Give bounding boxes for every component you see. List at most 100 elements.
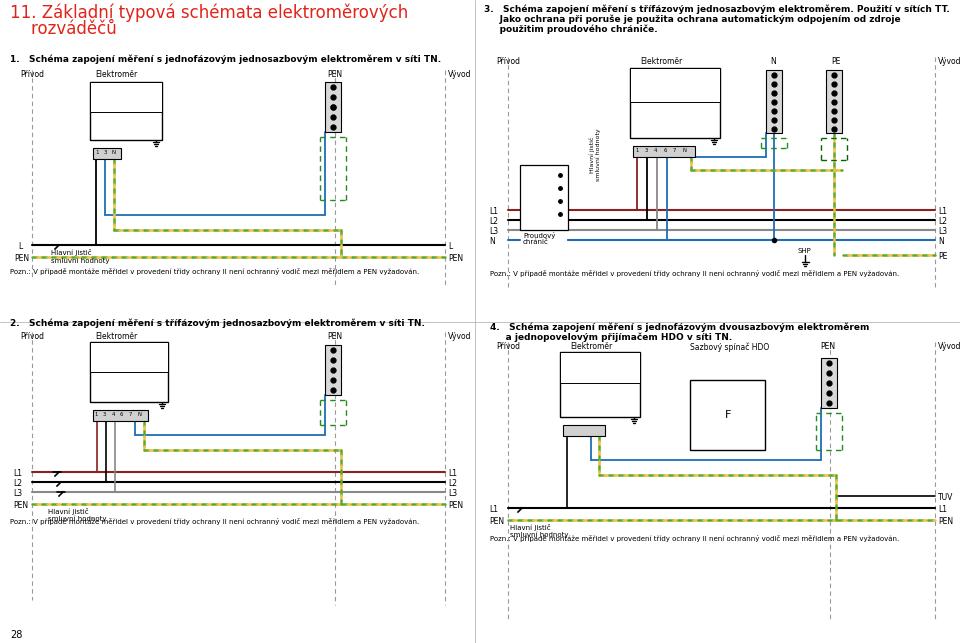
Text: PEN: PEN: [14, 254, 29, 263]
Text: PEN: PEN: [327, 70, 342, 79]
Bar: [90, 82, 162, 140]
Text: 3.   Schéma zapojení měření s třífázovým jednosazbovým elektroměrem. Použití v s: 3. Schéma zapojení měření s třífázovým j…: [484, 4, 949, 14]
Bar: [821, 358, 837, 408]
Text: L3: L3: [448, 489, 457, 498]
Text: 7: 7: [673, 147, 677, 152]
Text: PE: PE: [831, 57, 840, 66]
Bar: [90, 82, 162, 112]
Text: L: L: [18, 242, 22, 251]
Bar: [520, 165, 568, 230]
Text: Elektroměr: Elektroměr: [95, 332, 137, 341]
Text: N: N: [770, 57, 776, 66]
Text: PEN: PEN: [448, 501, 463, 510]
Text: L1: L1: [448, 469, 457, 478]
Bar: [633, 146, 695, 157]
Text: 6: 6: [663, 147, 667, 152]
Text: a jednopovelovým přijímačem HDO v síti TN.: a jednopovelovým přijímačem HDO v síti T…: [490, 332, 732, 341]
Text: 3: 3: [644, 147, 648, 152]
Text: L1: L1: [489, 505, 498, 514]
Text: SHP: SHP: [797, 248, 811, 254]
Text: L1: L1: [938, 207, 947, 216]
Text: L3: L3: [938, 227, 948, 236]
Bar: [325, 345, 341, 395]
Bar: [93, 148, 121, 159]
Bar: [90, 342, 168, 402]
Text: L: L: [448, 242, 452, 251]
Text: Pozn.: V případě montáže měřidel v provedení třídy ochrany II není ochranný vodi: Pozn.: V případě montáže měřidel v prove…: [10, 268, 420, 275]
Text: 4: 4: [111, 412, 115, 417]
Text: 2.   Schéma zapojení měření s třífázovým jednosazbovým elektroměrem v síti TN.: 2. Schéma zapojení měření s třífázovým j…: [10, 318, 425, 327]
Bar: [630, 68, 720, 138]
Text: TUV: TUV: [938, 493, 953, 502]
Text: Vývod: Vývod: [938, 57, 960, 66]
Text: PEN: PEN: [13, 501, 28, 510]
Text: 7: 7: [129, 412, 132, 417]
Text: N: N: [112, 150, 116, 154]
Text: L2: L2: [938, 217, 947, 226]
Text: L2: L2: [489, 217, 498, 226]
Text: Přívod: Přívod: [496, 57, 520, 66]
Text: PEN: PEN: [820, 342, 835, 351]
Bar: [90, 342, 168, 372]
Text: 28: 28: [10, 630, 22, 640]
Text: rozváděčů: rozváděčů: [10, 20, 117, 38]
Text: Sazbový spínač HDO: Sazbový spínač HDO: [690, 342, 769, 352]
Text: PEN: PEN: [489, 517, 504, 526]
Text: L2: L2: [13, 479, 22, 488]
Text: L1: L1: [938, 505, 947, 514]
Text: F: F: [725, 410, 731, 420]
Text: chránič: chránič: [523, 239, 549, 245]
Bar: [560, 352, 640, 383]
Text: N: N: [137, 412, 141, 417]
Text: 1.   Schéma zapojení měření s jednofázovým jednosazbovým elektroměrem v síti TN.: 1. Schéma zapojení měření s jednofázovým…: [10, 55, 442, 64]
Text: L1: L1: [13, 469, 22, 478]
Text: 3: 3: [104, 150, 107, 154]
Text: použitim proudového chrániče.: použitim proudového chrániče.: [484, 24, 658, 33]
Text: Pozn.: V případě montáže měřidel v provedení třídy ochrany II není ochranný vodi: Pozn.: V případě montáže měřidel v prove…: [10, 518, 420, 525]
Text: N: N: [938, 237, 944, 246]
Bar: [325, 82, 341, 132]
Text: PE: PE: [938, 252, 948, 261]
Text: 4: 4: [654, 147, 658, 152]
Text: Přívod: Přívod: [20, 70, 44, 79]
Text: Hlavní jistič
smluvní hodnoty: Hlavní jistič smluvní hodnoty: [589, 129, 601, 181]
Text: 6: 6: [120, 412, 124, 417]
Bar: [766, 70, 782, 133]
Text: Přívod: Přívod: [20, 332, 44, 341]
Bar: [93, 410, 148, 421]
Text: PEN: PEN: [327, 332, 342, 341]
Text: Hlavní jistič: Hlavní jistič: [48, 508, 88, 515]
Text: Vývod: Vývod: [938, 342, 960, 351]
Text: 1: 1: [94, 412, 98, 417]
Bar: [826, 70, 842, 133]
Text: N: N: [489, 237, 494, 246]
Text: smluvní hodnoty: smluvní hodnoty: [48, 516, 107, 523]
Bar: [630, 68, 720, 102]
Text: Proudový: Proudový: [523, 232, 556, 239]
Text: smluvní hodnoty: smluvní hodnoty: [51, 257, 109, 264]
Text: Hlavní jistič: Hlavní jistič: [510, 524, 551, 531]
Bar: [690, 380, 765, 450]
Text: Jako ochrana při poruše je použita ochrana automatickým odpojením od zdroje: Jako ochrana při poruše je použita ochra…: [484, 14, 900, 24]
Text: 11. Základní typová schémata elektroměrových: 11. Základní typová schémata elektroměro…: [10, 4, 408, 23]
Text: 1: 1: [95, 150, 99, 154]
Text: N: N: [683, 147, 686, 152]
Text: 4.   Schéma zapojení měření s jednofázovým dvousazbovým elektroměrem: 4. Schéma zapojení měření s jednofázovým…: [490, 322, 870, 332]
Bar: [560, 352, 640, 417]
Bar: [563, 425, 605, 436]
Text: smluvní hodnoty: smluvní hodnoty: [510, 532, 568, 538]
Text: L2: L2: [448, 479, 457, 488]
Text: Hlavní jistič: Hlavní jistič: [51, 249, 91, 256]
Text: Pozn.: V případě montáže měřidel v provedení třídy ochrany II není ochranný vodi: Pozn.: V případě montáže měřidel v prove…: [490, 270, 900, 277]
Text: Přívod: Přívod: [496, 342, 520, 351]
Text: 3: 3: [103, 412, 107, 417]
Text: L3: L3: [13, 489, 22, 498]
Text: Elektroměr: Elektroměr: [95, 70, 137, 79]
Text: Elektroměr: Elektroměr: [570, 342, 612, 351]
Text: 1: 1: [635, 147, 638, 152]
Text: Elektroměr: Elektroměr: [640, 57, 683, 66]
Text: PEN: PEN: [448, 254, 463, 263]
Text: Pozn.: V případě montáže měřidel v provedení třídy ochrany II není ochranný vodi: Pozn.: V případě montáže měřidel v prove…: [490, 535, 900, 542]
Text: Vývod: Vývod: [448, 332, 471, 341]
Text: PEN: PEN: [938, 517, 953, 526]
